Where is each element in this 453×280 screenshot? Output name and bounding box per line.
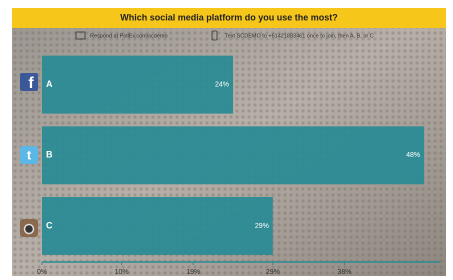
value-label: 48% — [406, 152, 420, 159]
respond-instruction: Respond at PollEv.com/scdemo — [90, 33, 168, 39]
x-tick-label: 29% — [266, 269, 280, 276]
text-instruction: Text SCDEMO to +61421883461 once to join… — [225, 33, 374, 39]
facebook-icon: f — [20, 73, 38, 92]
instagram-icon — [20, 219, 38, 237]
svg-text:f: f — [28, 75, 34, 92]
chart-title: Which social media platform do you use t… — [120, 12, 338, 22]
value-label: 29% — [255, 223, 269, 230]
x-tick-label: 38% — [337, 269, 351, 276]
bar — [42, 197, 273, 255]
x-tick-label: 10% — [115, 269, 129, 276]
category-label: C — [46, 220, 53, 230]
x-tick-label: 0% — [37, 269, 47, 276]
twitter-icon: t — [20, 146, 38, 164]
category-label: B — [46, 150, 53, 160]
bar — [42, 56, 233, 114]
value-label: 24% — [215, 81, 229, 88]
category-label: A — [46, 79, 53, 89]
x-tick-label: 19% — [186, 269, 200, 276]
poll-slide: Which social media platform do you use t… — [0, 0, 453, 280]
svg-text:t: t — [27, 147, 32, 162]
bar — [42, 126, 424, 184]
